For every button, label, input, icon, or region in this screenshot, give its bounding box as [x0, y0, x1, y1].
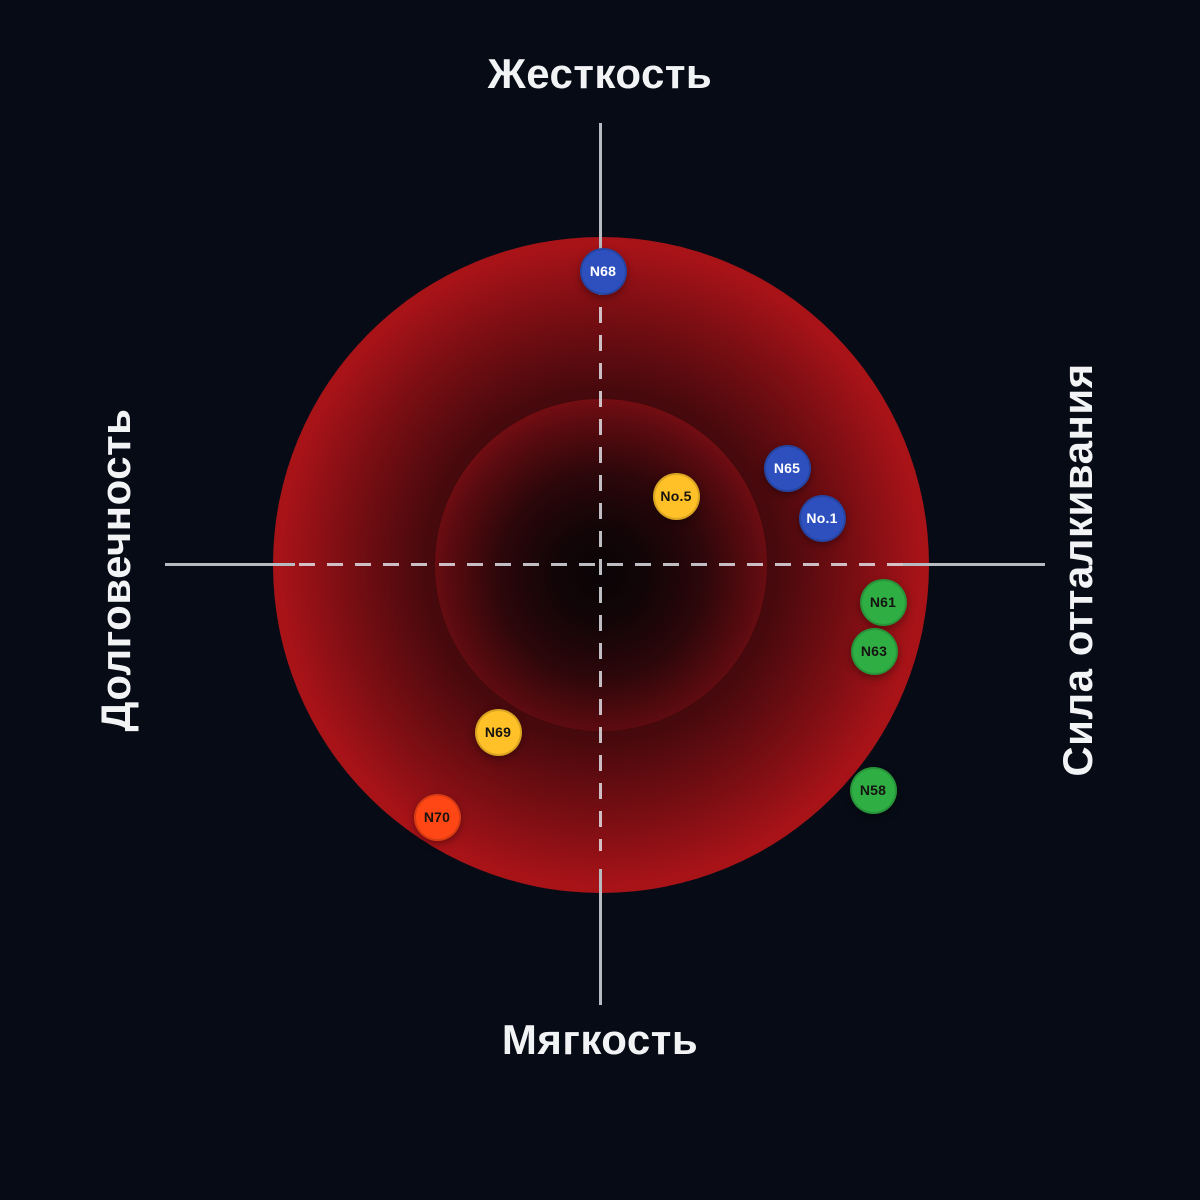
data-point-N61: N61 — [859, 578, 907, 626]
data-point-No.5: No.5 — [652, 472, 700, 520]
data-point-N58: N58 — [849, 766, 897, 814]
vertical-axis-line-top — [599, 123, 602, 251]
data-point-N69: N69 — [474, 708, 522, 756]
data-point-N70: N70 — [413, 793, 461, 841]
axis-label-repulsion-force: Сила отталкивания — [1054, 363, 1101, 777]
vertical-axis-line-bottom — [599, 869, 602, 1005]
axis-label-softness: Мягкость — [501, 1016, 699, 1063]
data-point-No.1: No.1 — [798, 494, 846, 542]
horizontal-axis-dashed-line — [299, 563, 903, 566]
data-point-N68: N68 — [579, 247, 627, 295]
horizontal-axis-line-right — [903, 563, 1045, 566]
data-point-N63: N63 — [850, 627, 898, 675]
horizontal-axis-line-left — [165, 563, 295, 566]
axis-label-hardness: Жесткость — [487, 50, 713, 97]
axis-label-durability: Долговечность — [92, 408, 139, 732]
data-point-N65: N65 — [763, 444, 811, 492]
vertical-axis-dashed-line — [599, 251, 602, 851]
